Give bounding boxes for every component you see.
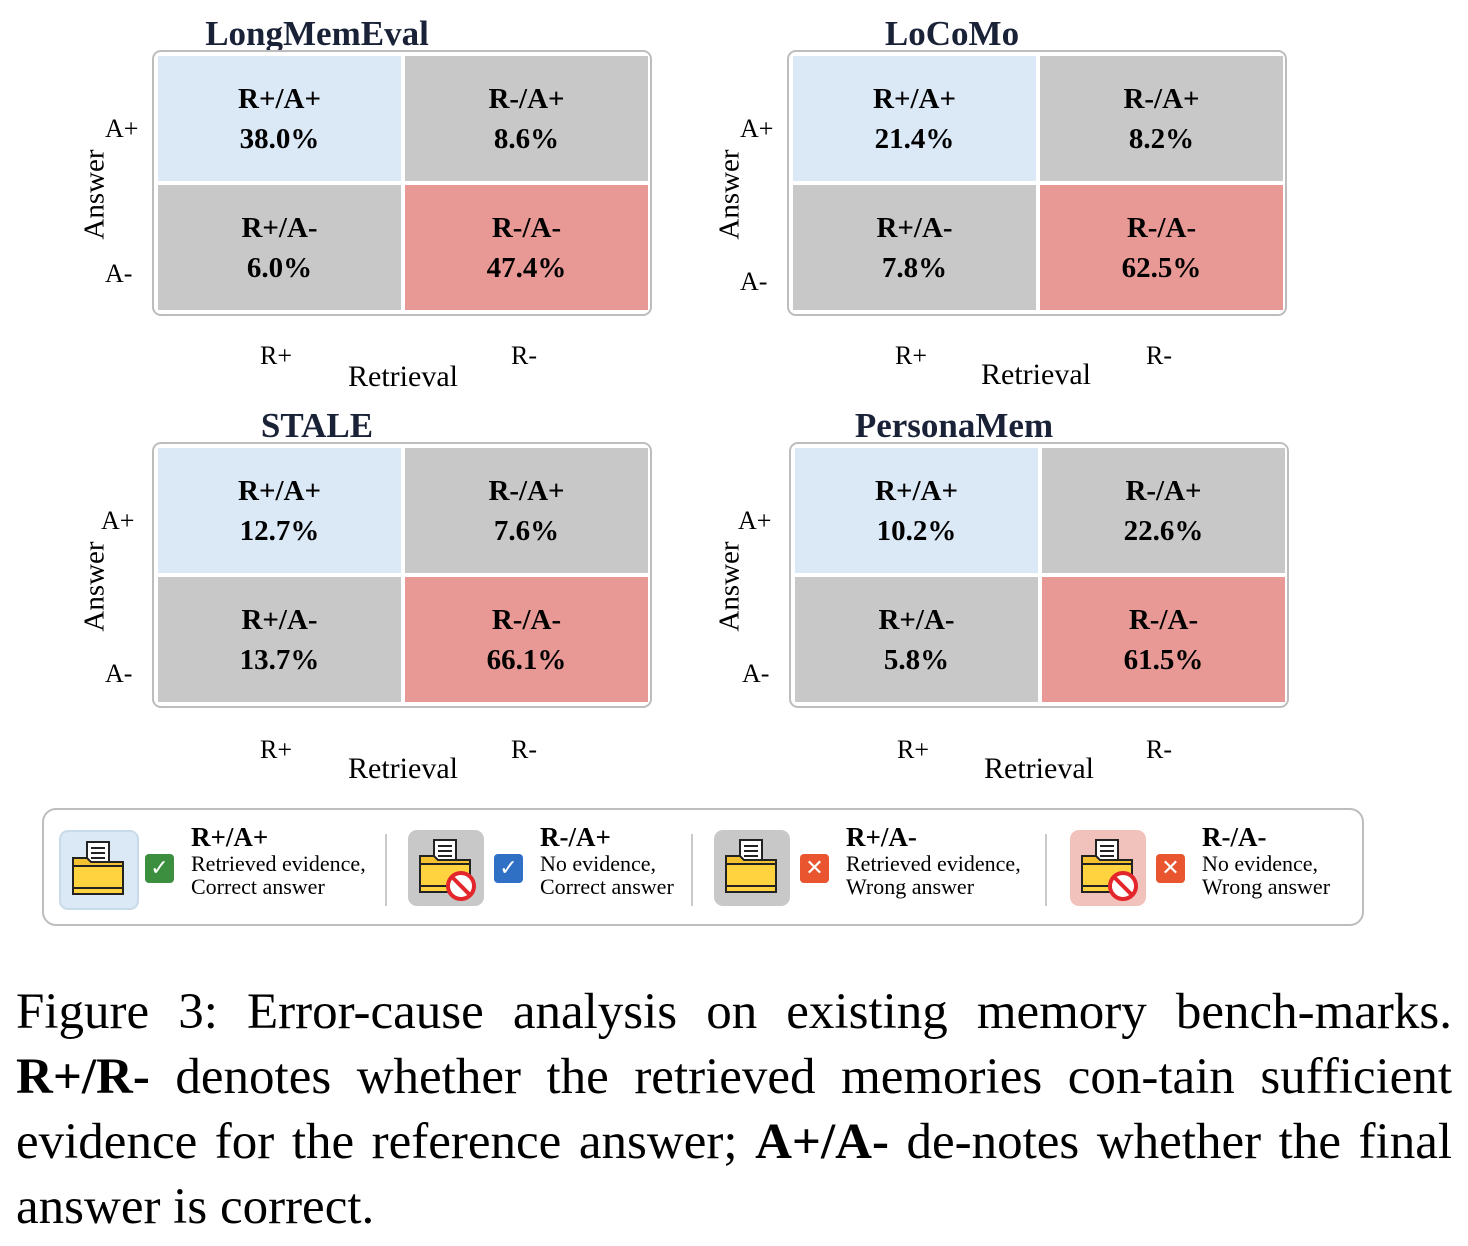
x-tick-r-minus: R- (1146, 735, 1172, 764)
cell-r-minus-a-plus: R-/A+ 22.6% (1042, 448, 1285, 573)
x-axis-label: Retrieval (348, 752, 458, 785)
legend-desc-line2: Wrong answer (1202, 874, 1331, 899)
legend-desc-line2: Correct answer (540, 874, 674, 899)
check-icon: ✓ (494, 854, 523, 883)
y-tick-a-plus: A+ (101, 506, 135, 535)
legend-text: R+/A- Retrieved evidence, Wrong answer (846, 822, 1021, 898)
x-axis-label: Retrieval (984, 752, 1094, 785)
panel-locomo: LoCoMo A+ A- Answer R+/A+ 21.4% R-/A+ 8.2%… (672, 14, 1287, 406)
panel-stale: STALE A+ A- Answer R+/A+ 12.7% R-/A+ 7.6% … (37, 406, 652, 798)
legend-separator (385, 834, 387, 906)
legend-code: R+/A- (846, 822, 917, 852)
cell-r-plus-a-minus: R+/A- 5.8% (795, 577, 1038, 702)
cell-r-plus-a-plus: R+/A+ 21.4% (793, 56, 1036, 181)
x-tick-r-minus: R- (511, 735, 537, 764)
legend-separator (1045, 834, 1047, 906)
y-tick-a-minus: A- (742, 659, 770, 688)
legend-text: R-/A+ No evidence, Correct answer (540, 822, 674, 898)
cell-r-plus-a-minus: R+/A- 6.0% (158, 185, 401, 310)
cell-r-minus-a-minus: R-/A- 62.5% (1040, 185, 1283, 310)
x-axis-label: Retrieval (981, 358, 1091, 391)
folder-icon (59, 830, 139, 910)
legend-desc-line2: Wrong answer (846, 874, 975, 899)
panel-title: LoCoMo (884, 14, 1020, 53)
legend-text: R-/A- No evidence, Wrong answer (1202, 822, 1330, 898)
cross-icon: ✕ (1156, 854, 1185, 883)
y-axis-label: Answer (78, 149, 111, 240)
panel-longmemeval: LongMemEval A+ A- Answer R+/A+ 38.0% R-/A… (37, 14, 652, 406)
folder-prohibited-icon (408, 830, 484, 906)
x-tick-r-plus: R+ (260, 341, 293, 370)
confusion-matrix: R+/A+ 38.0% R-/A+ 8.6% R+/A- 6.0% R-/A- 47.4… (152, 50, 652, 316)
legend-desc-line1: No evidence, (1202, 851, 1319, 876)
y-tick-a-plus: A+ (738, 506, 772, 535)
legend-separator (691, 834, 693, 906)
y-axis-label: Answer (78, 541, 111, 632)
legend-text: R+/A+ Retrieved evidence, Correct answer (191, 822, 366, 898)
legend-code: R-/A+ (540, 822, 611, 852)
y-axis-label: Answer (713, 149, 746, 240)
cell-r-minus-a-plus: R-/A+ 8.2% (1040, 56, 1283, 181)
legend: ✓ R+/A+ Retrieved evidence, Correct answ… (42, 808, 1364, 926)
cell-r-plus-a-plus: R+/A+ 12.7% (158, 448, 401, 573)
y-tick-a-minus: A- (105, 659, 133, 688)
x-tick-r-plus: R+ (897, 735, 930, 764)
legend-desc-line1: Retrieved evidence, (191, 851, 366, 876)
y-tick-a-plus: A+ (740, 114, 774, 143)
cell-r-plus-a-minus: R+/A- 7.8% (793, 185, 1036, 310)
panel-title: STALE (260, 406, 374, 445)
cell-r-minus-a-minus: R-/A- 47.4% (405, 185, 648, 310)
cell-r-plus-a-plus: R+/A+ 38.0% (158, 56, 401, 181)
cell-r-minus-a-plus: R-/A+ 7.6% (405, 448, 648, 573)
panel-title: PersonaMem (854, 406, 1054, 445)
folder-icon (714, 830, 790, 906)
legend-code: R+/A+ (191, 822, 269, 852)
confusion-matrix: R+/A+ 10.2% R-/A+ 22.6% R+/A- 5.8% R-/A- 61.… (789, 442, 1289, 708)
y-tick-a-minus: A- (105, 259, 133, 288)
cell-r-minus-a-plus: R-/A+ 8.6% (405, 56, 648, 181)
panel-title: LongMemEval (205, 14, 429, 53)
legend-code: R-/A- (1202, 822, 1267, 852)
x-tick-r-minus: R- (511, 341, 537, 370)
cell-r-minus-a-minus: R-/A- 66.1% (405, 577, 648, 702)
x-axis-label: Retrieval (348, 360, 458, 393)
x-tick-r-plus: R+ (260, 735, 293, 764)
x-tick-r-plus: R+ (895, 341, 928, 370)
folder-prohibited-icon (1070, 830, 1146, 906)
check-icon: ✓ (145, 854, 174, 883)
legend-desc-line1: No evidence, (540, 851, 657, 876)
legend-desc-line2: Correct answer (191, 874, 325, 899)
legend-desc-line1: Retrieved evidence, (846, 851, 1021, 876)
y-tick-a-plus: A+ (105, 114, 139, 143)
confusion-matrix: R+/A+ 12.7% R-/A+ 7.6% R+/A- 13.7% R-/A- 66.… (152, 442, 652, 708)
cell-r-plus-a-minus: R+/A- 13.7% (158, 577, 401, 702)
panel-personamem: PersonaMem A+ A- Answer R+/A+ 10.2% R-/A+… (674, 406, 1289, 798)
x-tick-r-minus: R- (1146, 341, 1172, 370)
figure-caption: Figure 3: Error-cause analysis on existi… (16, 984, 1452, 1235)
confusion-matrix: R+/A+ 21.4% R-/A+ 8.2% R+/A- 7.8% R-/A- 62.5… (787, 50, 1287, 316)
cross-icon: ✕ (800, 854, 829, 883)
cell-r-plus-a-plus: R+/A+ 10.2% (795, 448, 1038, 573)
y-tick-a-minus: A- (740, 267, 768, 296)
y-axis-label: Answer (713, 541, 746, 632)
cell-r-minus-a-minus: R-/A- 61.5% (1042, 577, 1285, 702)
